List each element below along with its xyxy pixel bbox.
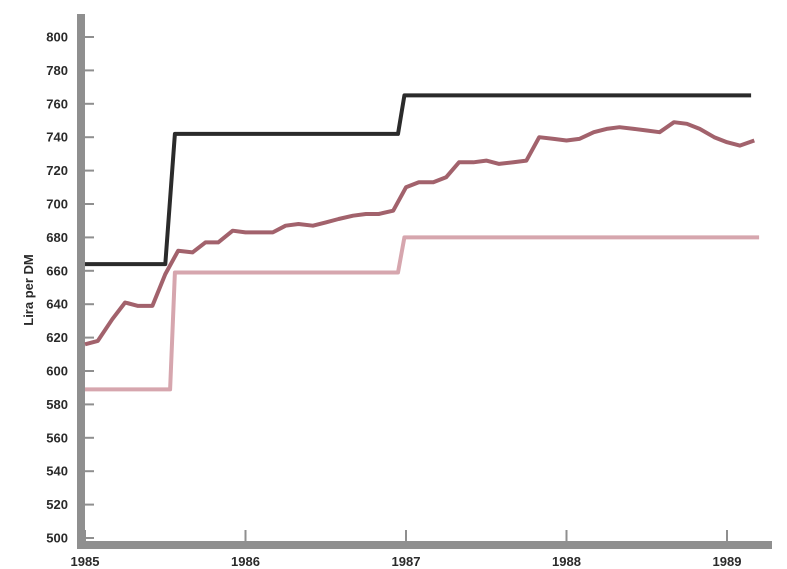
y-tick-label: 800 [46,30,68,45]
y-tick-label: 520 [46,497,68,512]
x-axis-bar [77,541,772,549]
series-line-2 [84,120,755,347]
y-tick-label: 600 [46,364,68,379]
series-line-3 [85,235,760,392]
y-tick-label: 700 [46,197,68,212]
y-tick-label: 760 [46,96,68,111]
y-axis-label: Lira per DM [21,254,36,326]
x-tick-label: 1988 [552,554,581,569]
y-tick-label: 620 [46,330,68,345]
x-tick-label: 1989 [713,554,742,569]
y-tick-label: 680 [46,230,68,245]
y-axis-bar [77,14,85,544]
series-layer [84,93,760,392]
y-tick-label: 660 [46,263,68,278]
axes [77,14,772,549]
y-tick-label: 580 [46,397,68,412]
y-tick-label: 560 [46,430,68,445]
y-tick-label: 640 [46,297,68,312]
x-tick-label: 1985 [71,554,100,569]
series-line-1 [85,93,752,267]
y-tick-label: 740 [46,130,68,145]
y-tick-label: 720 [46,163,68,178]
y-tick-label: 540 [46,464,68,479]
y-tick-label: 500 [46,531,68,546]
x-tick-label: 1987 [392,554,421,569]
y-tick-label: 780 [46,63,68,78]
x-tick-label: 1986 [231,554,260,569]
labels: 500 520 540 560 580 600 620 640 660 680 700 720 740 7… [21,30,741,569]
